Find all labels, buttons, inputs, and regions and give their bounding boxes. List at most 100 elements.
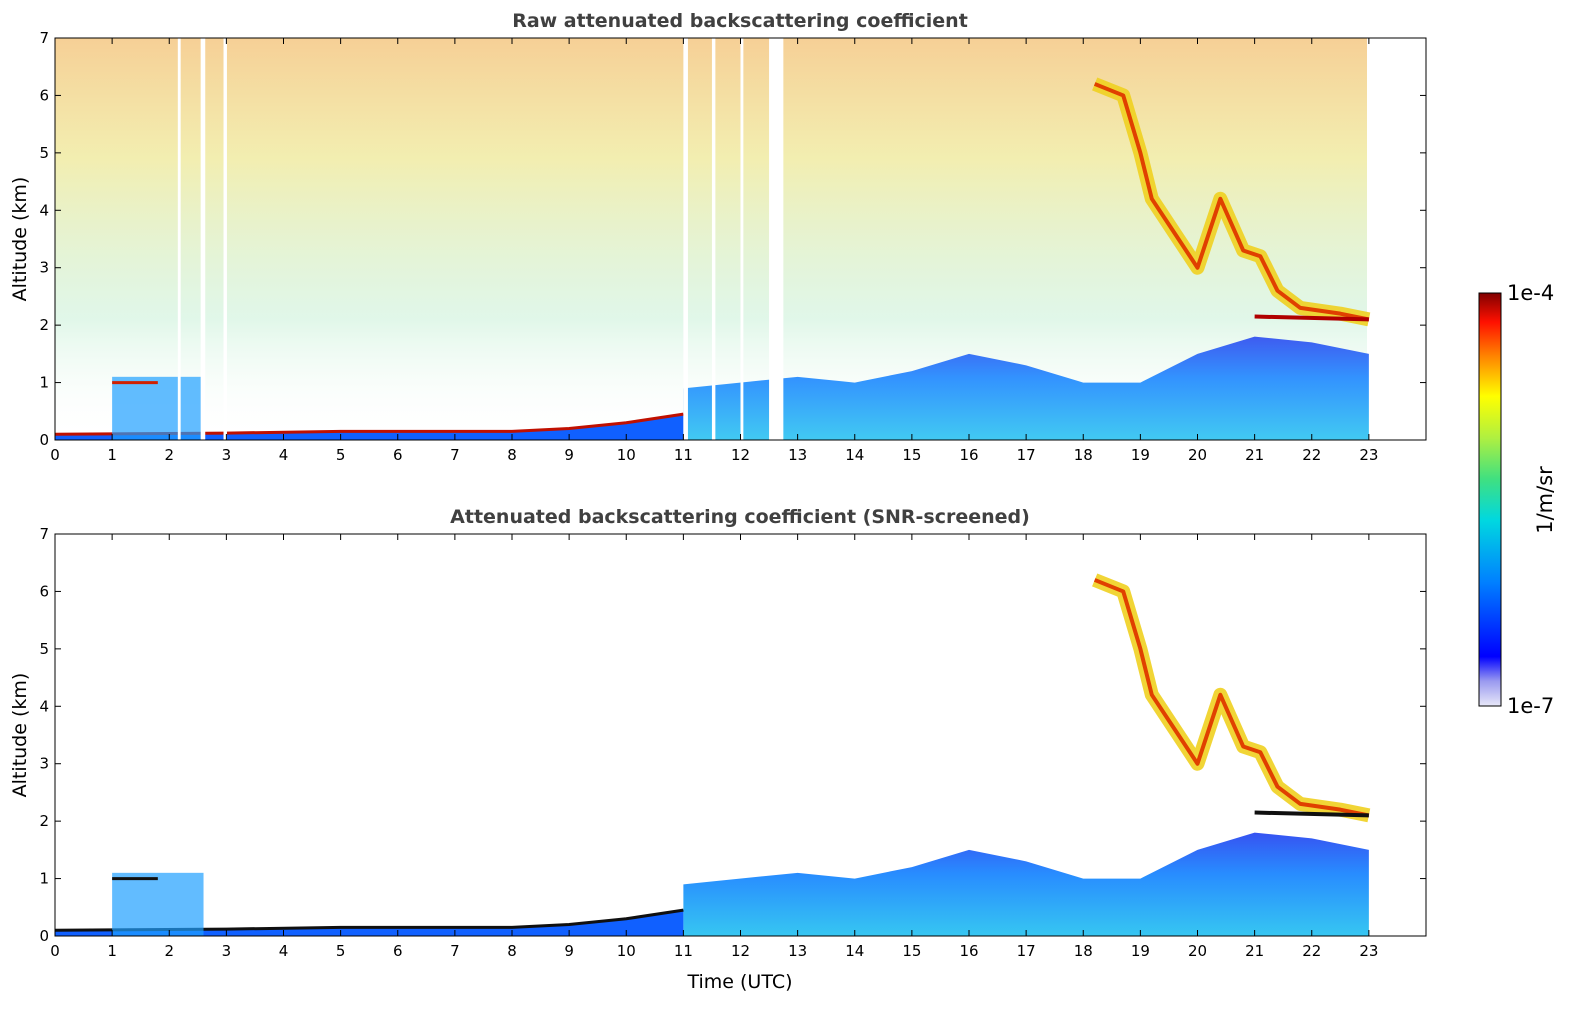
surface-layer-top — [55, 908, 684, 932]
x-tick-label: 20 — [1188, 446, 1207, 464]
y-tick-label: 4 — [39, 697, 49, 715]
y-tick-label: 0 — [39, 431, 49, 449]
x-tick-label: 17 — [1017, 942, 1036, 960]
cirrus-cloud-core — [1093, 82, 1370, 322]
x-tick-label: 23 — [1359, 446, 1378, 464]
y-tick-label: 7 — [39, 29, 49, 47]
x-tick-label: 17 — [1017, 446, 1036, 464]
x-tick-label: 9 — [564, 446, 574, 464]
colorbar: 1e-4 1e-7 1/m/sr — [1478, 281, 1557, 718]
y-tick-label: 5 — [39, 144, 49, 162]
x-tick-label: 15 — [902, 446, 921, 464]
x-tick-label: 2 — [164, 446, 174, 464]
x-tick-label: 10 — [617, 942, 636, 960]
x-tick-label: 22 — [1302, 942, 1321, 960]
boundary-layer-region — [683, 336, 1369, 440]
x-tick-label: 5 — [336, 446, 346, 464]
x-tick-label: 23 — [1359, 942, 1378, 960]
missing-data-gap — [200, 38, 206, 440]
y-tick-label: 4 — [39, 201, 49, 219]
x-tick-label: 18 — [1074, 446, 1093, 464]
x-tick-label: 19 — [1131, 942, 1150, 960]
x-tick-label: 13 — [788, 942, 807, 960]
boundary-layer-region — [683, 832, 1369, 936]
x-tick-label: 21 — [1245, 446, 1264, 464]
x-tick-label: 3 — [222, 942, 232, 960]
y-tick-label: 6 — [39, 86, 49, 104]
y-tick-label: 1 — [39, 870, 49, 888]
missing-data-gap — [177, 38, 181, 440]
x-tick-label: 11 — [674, 942, 693, 960]
x-tick-label: 4 — [279, 446, 289, 464]
x-tick-label: 11 — [674, 446, 693, 464]
colorbar-gradient — [1478, 292, 1502, 707]
y-tick-label: 3 — [39, 259, 49, 277]
low-cloud-patch — [112, 872, 204, 936]
sky-noise-field — [55, 38, 1367, 440]
panel-title: Attenuated backscattering coefficient (S… — [450, 506, 1030, 528]
y-tick-label: 2 — [39, 812, 49, 830]
x-tick-label: 22 — [1302, 446, 1321, 464]
x-tick-label: 2 — [164, 942, 174, 960]
x-tick-label: 14 — [845, 942, 864, 960]
cloud-base-layer — [1254, 810, 1369, 818]
cloud-base-layer — [1254, 314, 1369, 322]
x-tick-label: 15 — [902, 942, 921, 960]
x-tick-label: 14 — [845, 446, 864, 464]
x-tick-label: 12 — [731, 446, 750, 464]
x-tick-label: 16 — [959, 942, 978, 960]
x-tick-label: 19 — [1131, 446, 1150, 464]
missing-data-gap — [769, 38, 784, 440]
colorbar-min-label: 1e-7 — [1507, 694, 1554, 718]
colorbar-max-label: 1e-4 — [1507, 281, 1554, 305]
missing-data-gap — [740, 38, 744, 440]
missing-data-gap — [683, 38, 688, 440]
x-tick-label: 4 — [279, 942, 289, 960]
y-tick-label: 3 — [39, 755, 49, 773]
heatmap-area — [55, 573, 1371, 936]
x-tick-label: 1 — [107, 446, 117, 464]
y-axis-ticks: 0 1 2 3 4 5 6 7 — [39, 525, 1426, 945]
snr-screened-panel: Attenuated backscattering coefficient (S… — [9, 506, 1427, 993]
x-tick-label: 7 — [450, 942, 460, 960]
x-tick-label: 0 — [50, 942, 60, 960]
x-tick-label: 6 — [393, 446, 403, 464]
x-tick-label: 8 — [507, 942, 517, 960]
missing-data-gap — [711, 38, 716, 440]
cirrus-cloud-band — [1092, 573, 1371, 823]
y-tick-label: 0 — [39, 927, 49, 945]
y-tick-label: 1 — [39, 374, 49, 392]
y-tick-label: 6 — [39, 582, 49, 600]
raw-backscatter-panel: Raw attenuated backscattering coefficien… — [9, 10, 1427, 464]
missing-data-gap — [223, 38, 227, 440]
x-tick-label: 12 — [731, 942, 750, 960]
y-axis-ticks: 0 1 2 3 4 5 6 7 — [39, 29, 1426, 449]
y-axis-label: Altitude (km) — [9, 673, 31, 798]
x-axis-ticks: 0 1 2 3 4 5 6 7 8 9 10 11 12 13 14 15 16 17 18 19 20 21 22 23 — [50, 38, 1378, 464]
x-tick-label: 8 — [507, 446, 517, 464]
x-tick-label: 16 — [959, 446, 978, 464]
y-tick-label: 2 — [39, 316, 49, 334]
heatmap-cells — [55, 573, 1371, 936]
x-tick-label: 13 — [788, 446, 807, 464]
x-axis-label: Time (UTC) — [686, 971, 792, 993]
x-axis-ticks: 0 1 2 3 4 5 6 7 8 9 10 11 12 13 14 15 16 17 18 19 20 21 22 23 — [50, 534, 1378, 960]
y-axis-label: Altitude (km) — [9, 177, 31, 302]
cirrus-cloud-core — [1093, 578, 1370, 818]
x-tick-label: 21 — [1245, 942, 1264, 960]
x-tick-label: 18 — [1074, 942, 1093, 960]
x-tick-label: 6 — [393, 942, 403, 960]
panel-title: Raw attenuated backscattering coefficien… — [512, 10, 968, 32]
x-tick-label: 1 — [107, 942, 117, 960]
x-tick-label: 9 — [564, 942, 574, 960]
y-tick-label: 5 — [39, 640, 49, 658]
x-tick-label: 20 — [1188, 942, 1207, 960]
heatmap-cells — [55, 38, 1371, 440]
x-tick-label: 7 — [450, 446, 460, 464]
y-tick-label: 7 — [39, 525, 49, 543]
low-cloud-patch — [112, 376, 204, 440]
heatmap-area — [55, 38, 1371, 440]
x-tick-label: 5 — [336, 942, 346, 960]
colorbar-unit-label: 1/m/sr — [1533, 466, 1557, 534]
